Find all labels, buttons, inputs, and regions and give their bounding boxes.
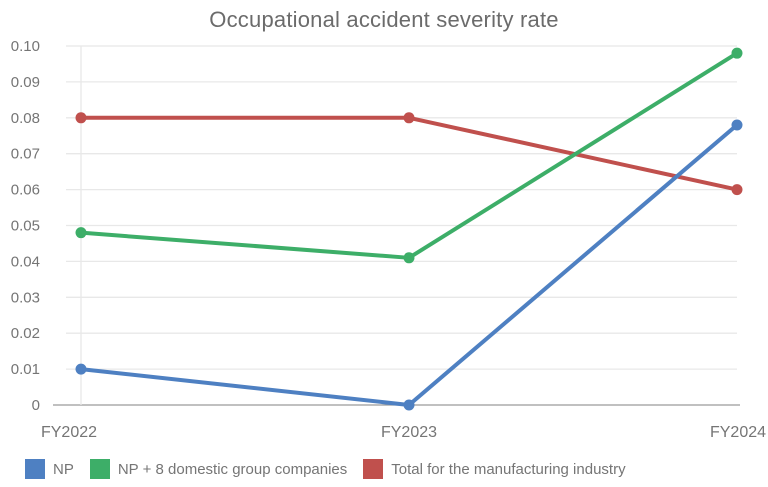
legend-label-manufacturing: Total for the manufacturing industry xyxy=(391,460,626,478)
x-axis-label: FY2022 xyxy=(41,424,97,441)
x-axis-label: FY2023 xyxy=(381,424,437,441)
legend-swatch-manufacturing xyxy=(363,459,384,479)
data-point-group-companies-fy2022 xyxy=(75,227,87,239)
y-tick-label: 0.02 xyxy=(11,325,40,342)
legend-swatch-np xyxy=(25,459,45,479)
data-point-manufacturing-fy2024 xyxy=(731,184,743,196)
y-tick-label: 0.10 xyxy=(11,38,40,55)
y-tick-label: 0.07 xyxy=(11,146,40,163)
y-tick-label: 0.01 xyxy=(11,361,40,378)
y-tick-label: 0.06 xyxy=(11,182,40,199)
x-axis-label: FY2024 xyxy=(710,424,766,441)
data-point-manufacturing-fy2022 xyxy=(75,112,87,124)
data-point-np-fy2023 xyxy=(403,399,415,411)
y-tick-label: 0.03 xyxy=(11,289,40,306)
y-tick-label: 0.04 xyxy=(11,253,40,270)
data-point-manufacturing-fy2023 xyxy=(403,112,415,124)
data-point-np-fy2022 xyxy=(75,363,87,375)
y-tick-label: 0.05 xyxy=(11,218,40,235)
chart-legend: NP NP + 8 domestic group companies Total… xyxy=(25,459,626,479)
legend-label-group-companies: NP + 8 domestic group companies xyxy=(117,460,348,478)
y-tick-label: 0.08 xyxy=(11,110,40,127)
plot-area: 0 0.01 0.02 0.03 0.04 0.05 0.06 0.07 0.08 0.09 0.1… xyxy=(11,38,766,441)
y-tick-label: 0 xyxy=(32,397,40,414)
data-point-group-companies-fy2024 xyxy=(731,47,743,59)
data-point-np-fy2024 xyxy=(731,119,743,131)
legend-item-manufacturing: Total for the manufacturing industry xyxy=(363,459,626,479)
y-tick-label: 0.09 xyxy=(11,74,40,91)
legend-swatch-group-companies xyxy=(89,459,110,479)
data-point-group-companies-fy2023 xyxy=(403,252,415,264)
legend-label-np: NP xyxy=(53,460,74,478)
chart-title: Occupational accident severity rate xyxy=(209,7,559,32)
series-line-group-companies xyxy=(79,51,739,260)
legend-item-group-companies: NP + 8 domestic group companies xyxy=(89,459,348,479)
legend-item-np: NP xyxy=(25,459,74,479)
